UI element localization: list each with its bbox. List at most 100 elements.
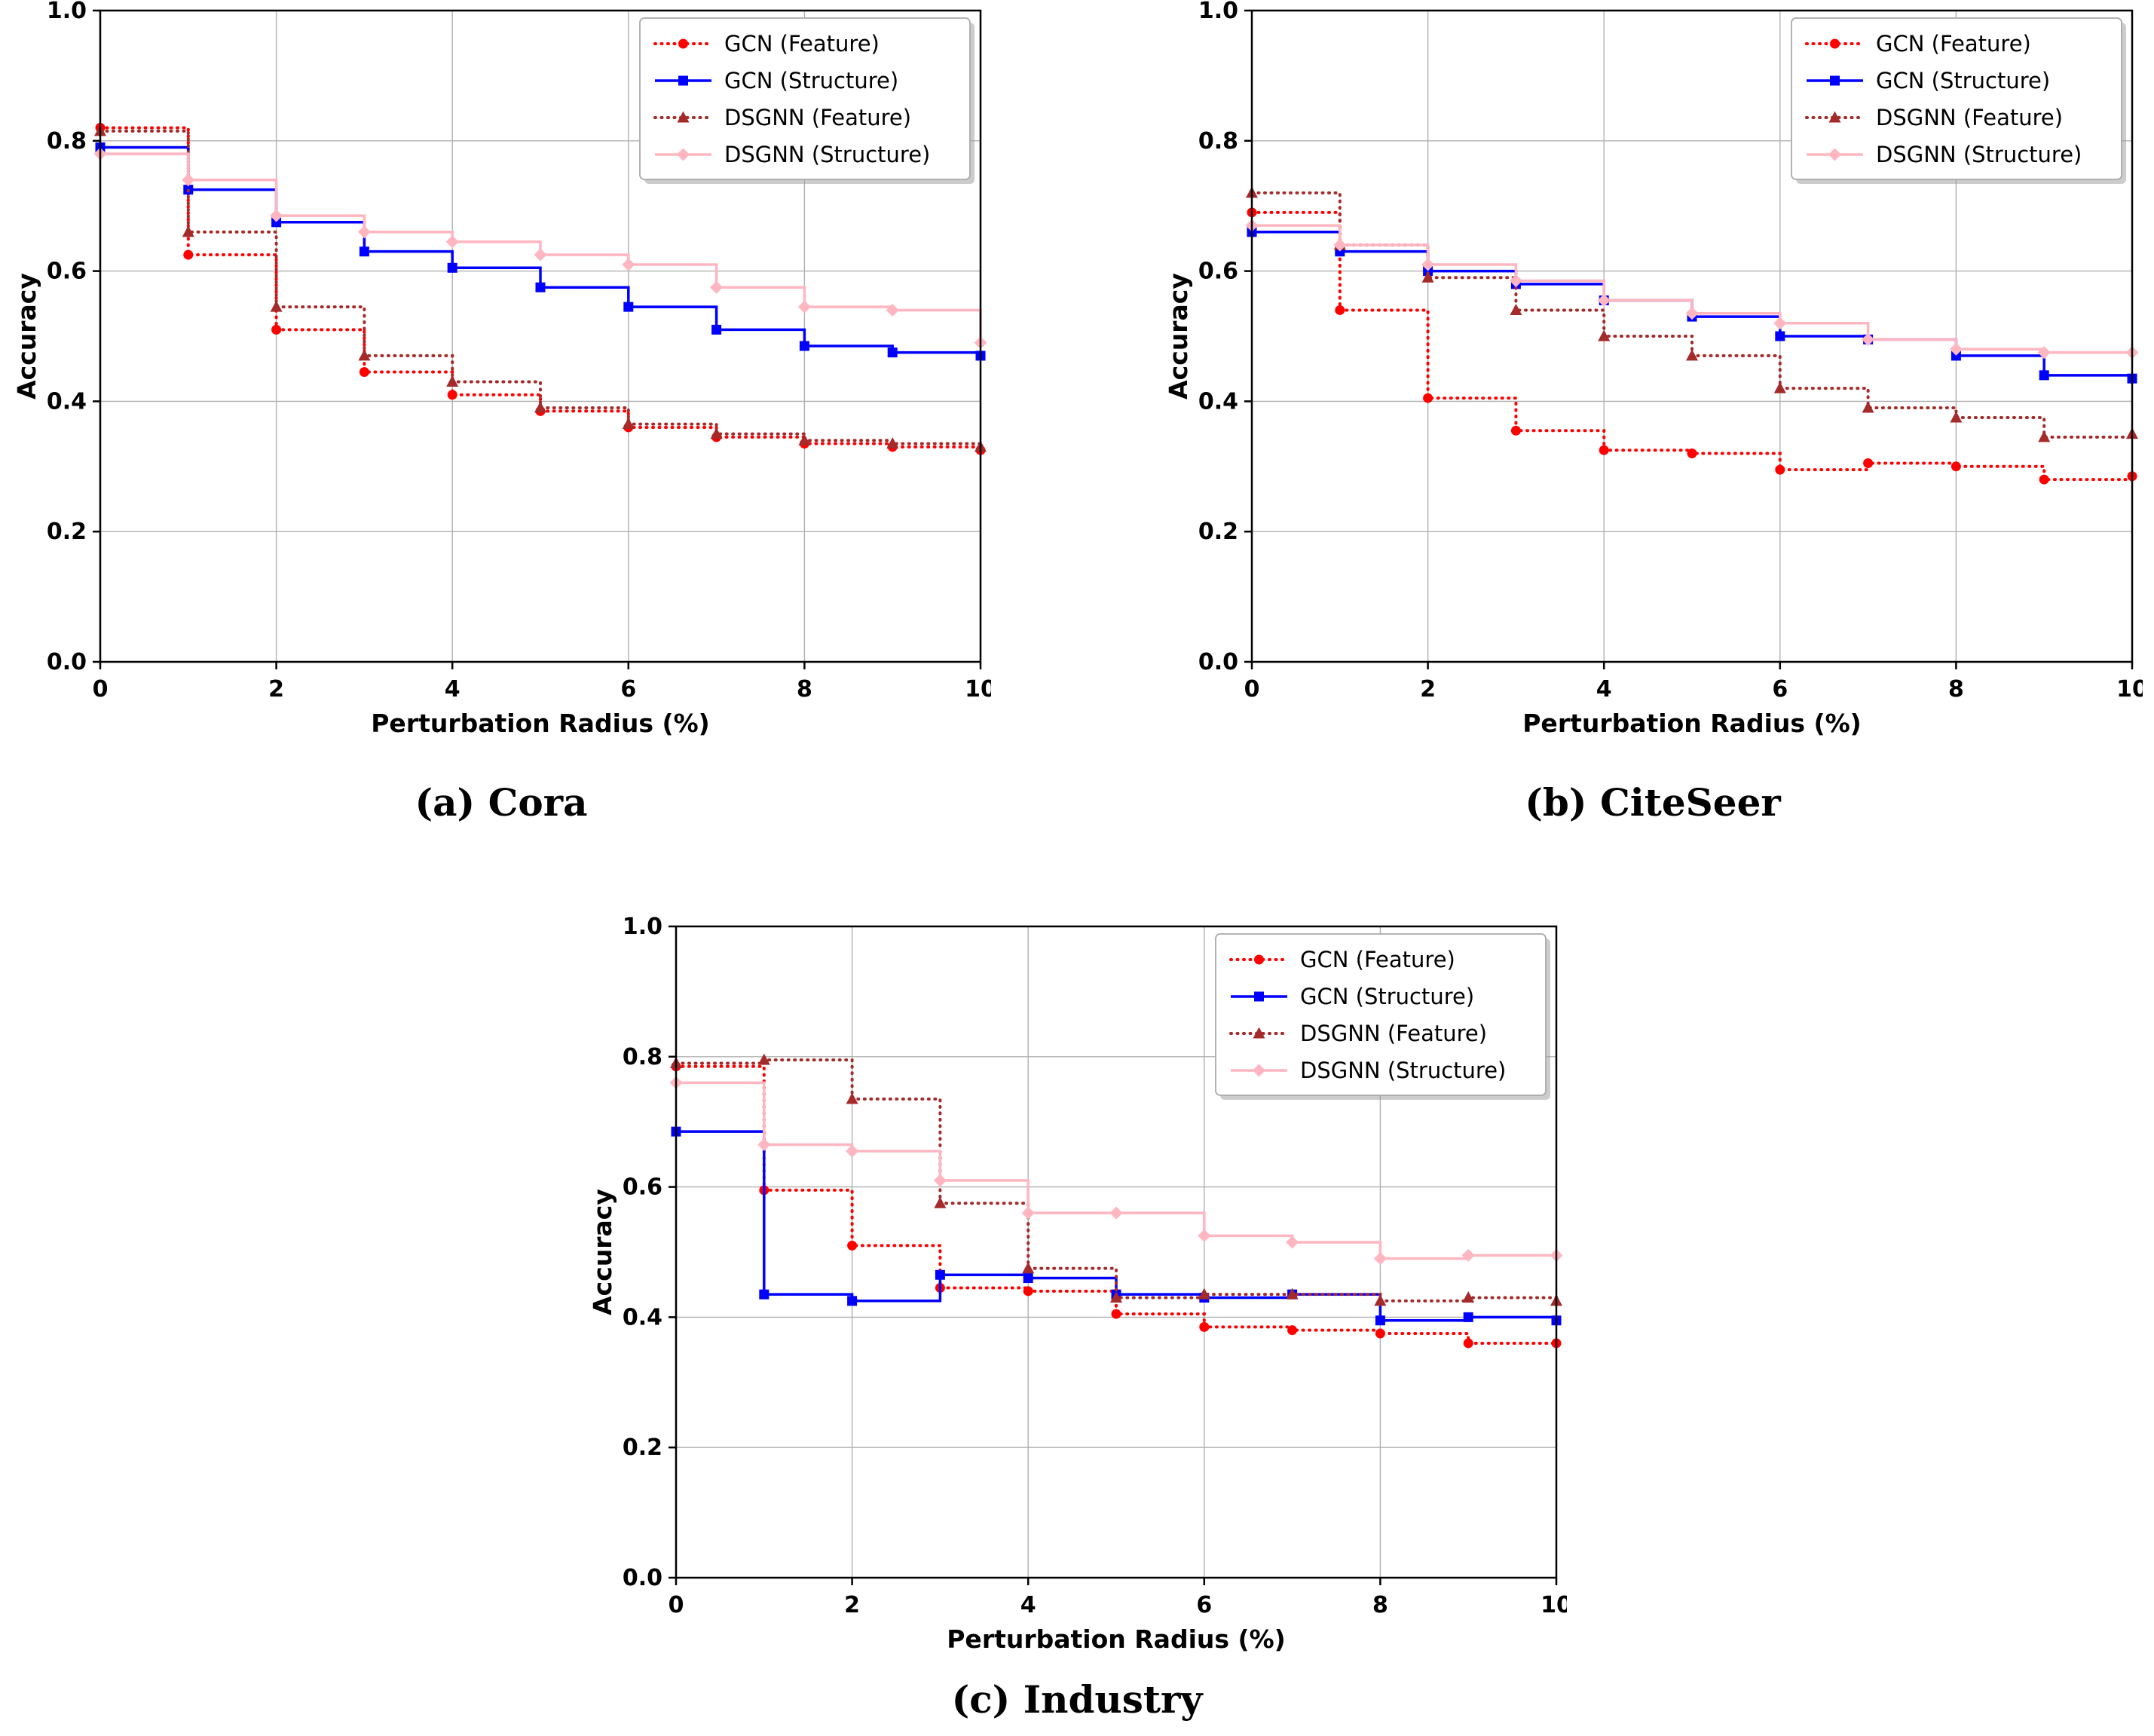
y-tick-label: 0.4 — [47, 388, 87, 415]
marker-triangle — [1828, 111, 1841, 123]
marker-diamond — [357, 225, 371, 239]
marker-triangle — [622, 418, 635, 430]
y-tick-label: 0.4 — [623, 1304, 662, 1330]
chart-cora: 0 2 4 6 8 10 0.0 0.2 0.4 0.6 0.8 1.0 Perturbation Ra… — [11, 0, 991, 739]
legend-label: GCN (Feature) — [1300, 947, 1455, 972]
caption-industry: (c) Industry — [951, 1677, 1203, 1722]
x-tick-label: 0 — [1244, 676, 1260, 703]
series-diamond — [93, 147, 987, 350]
marker-diamond — [622, 258, 635, 271]
y-axis-label: Accuracy — [12, 273, 41, 400]
x-tick-label: 6 — [1772, 676, 1788, 703]
y-tick-label: 0.2 — [1198, 519, 1238, 545]
marker-triangle — [710, 427, 723, 439]
marker-triangle — [1510, 303, 1522, 315]
series-line — [675, 1058, 1558, 1303]
marker-diamond — [1773, 317, 1787, 330]
marker-circle — [1510, 425, 1521, 436]
marker-triangle — [446, 375, 459, 387]
marker-diamond — [1828, 148, 1841, 161]
plot-border — [1250, 9, 2134, 663]
marker-triangle — [2038, 430, 2051, 442]
y-tick-label: 0.6 — [1198, 259, 1238, 285]
marker-diamond — [1597, 293, 1611, 307]
marker-circle — [1199, 1321, 1210, 1332]
marker-triangle — [757, 1053, 770, 1065]
marker-diamond — [1109, 1206, 1123, 1220]
series-triangle — [94, 124, 987, 452]
series-diamond — [1245, 219, 2139, 360]
x-tick-label: 4 — [1020, 1592, 1036, 1618]
marker-circle — [1111, 1309, 1121, 1319]
marker-triangle — [677, 111, 690, 123]
marker-diamond — [1421, 258, 1435, 271]
marker-triangle — [1686, 349, 1698, 361]
y-tick-label: 0.0 — [623, 1565, 662, 1591]
marker-diamond — [1373, 1252, 1387, 1266]
marker-diamond — [1862, 332, 1875, 346]
x-tick-label: 6 — [620, 676, 636, 703]
legend-label: GCN (Structure) — [1876, 68, 2050, 93]
marker-square — [1023, 1273, 1033, 1284]
marker-circle — [1599, 445, 1609, 455]
marker-circle — [1254, 954, 1264, 965]
y-tick-label: 0.6 — [623, 1174, 662, 1201]
y-tick-label: 0.4 — [1198, 388, 1238, 415]
x-tick-label: 2 — [1420, 676, 1436, 703]
y-tick-label: 0.0 — [47, 649, 87, 675]
marker-diamond — [1685, 307, 1699, 320]
x-tick-label: 10 — [1541, 1592, 1567, 1618]
x-axis-label: Perturbation Radius (%) — [947, 1624, 1285, 1654]
series-line — [1252, 224, 2132, 354]
legend-box — [1791, 17, 2122, 180]
x-axis-label: Perturbation Radius (%) — [1522, 709, 1861, 738]
axis-ticks: 0 2 4 6 8 10 0.0 0.2 0.4 0.6 0.8 1.0 — [47, 0, 991, 703]
marker-diamond — [757, 1137, 771, 1151]
marker-diamond — [1253, 1064, 1265, 1077]
chart-cora-plot: 0 2 4 6 8 10 0.0 0.2 0.4 0.6 0.8 1.0 Perturbation Ra… — [11, 0, 991, 739]
x-tick-label: 2 — [844, 1592, 860, 1618]
y-tick-label: 0.2 — [623, 1434, 662, 1461]
marker-circle — [1830, 38, 1840, 49]
y-tick-label: 0.8 — [47, 128, 87, 155]
marker-square — [535, 282, 546, 292]
plot-border — [99, 9, 982, 663]
x-tick-label: 0 — [93, 676, 109, 703]
marker-circle — [1423, 393, 1433, 403]
series-circle — [671, 1061, 1562, 1349]
marker-circle — [1775, 464, 1785, 475]
x-tick-label: 8 — [1948, 676, 1964, 703]
legend-label: DSGNN (Structure) — [724, 142, 930, 167]
marker-diamond — [1333, 238, 1347, 252]
marker-triangle — [1198, 1287, 1210, 1300]
x-tick-label: 0 — [669, 1592, 684, 1618]
marker-square — [2039, 370, 2049, 381]
legend-label: DSGNN (Feature) — [724, 105, 911, 130]
marker-triangle — [1253, 1027, 1265, 1039]
marker-circle — [1463, 1338, 1473, 1349]
y-axis-label: Accuracy — [1164, 273, 1193, 400]
x-tick-label: 4 — [1596, 676, 1612, 703]
x-tick-label: 10 — [965, 676, 991, 703]
legend-label: DSGNN (Structure) — [1300, 1058, 1506, 1083]
marker-circle — [847, 1240, 858, 1251]
marker-circle — [447, 390, 457, 400]
marker-square — [623, 302, 634, 312]
x-tick-label: 2 — [268, 676, 284, 703]
marker-triangle — [1022, 1262, 1035, 1274]
y-tick-label: 1.0 — [1198, 0, 1238, 24]
marker-diamond — [534, 248, 547, 262]
legend: GCN (Feature) GCN (Structure) DSGNN (Featu… — [1215, 933, 1550, 1100]
marker-square — [1254, 991, 1264, 1002]
legend-label: DSGNN (Feature) — [1300, 1021, 1487, 1046]
x-axis-label: Perturbation Radius (%) — [371, 709, 709, 738]
marker-triangle — [1950, 411, 1963, 423]
marker-triangle — [1462, 1291, 1475, 1303]
marker-square — [678, 75, 688, 86]
marker-triangle — [1286, 1287, 1299, 1300]
axis-ticks: 0 2 4 6 8 10 0.0 0.2 0.4 0.6 0.8 1.0 — [623, 916, 1567, 1618]
plot-border — [675, 925, 1558, 1579]
marker-triangle — [534, 401, 546, 413]
marker-square — [935, 1269, 945, 1280]
marker-triangle — [798, 433, 811, 445]
